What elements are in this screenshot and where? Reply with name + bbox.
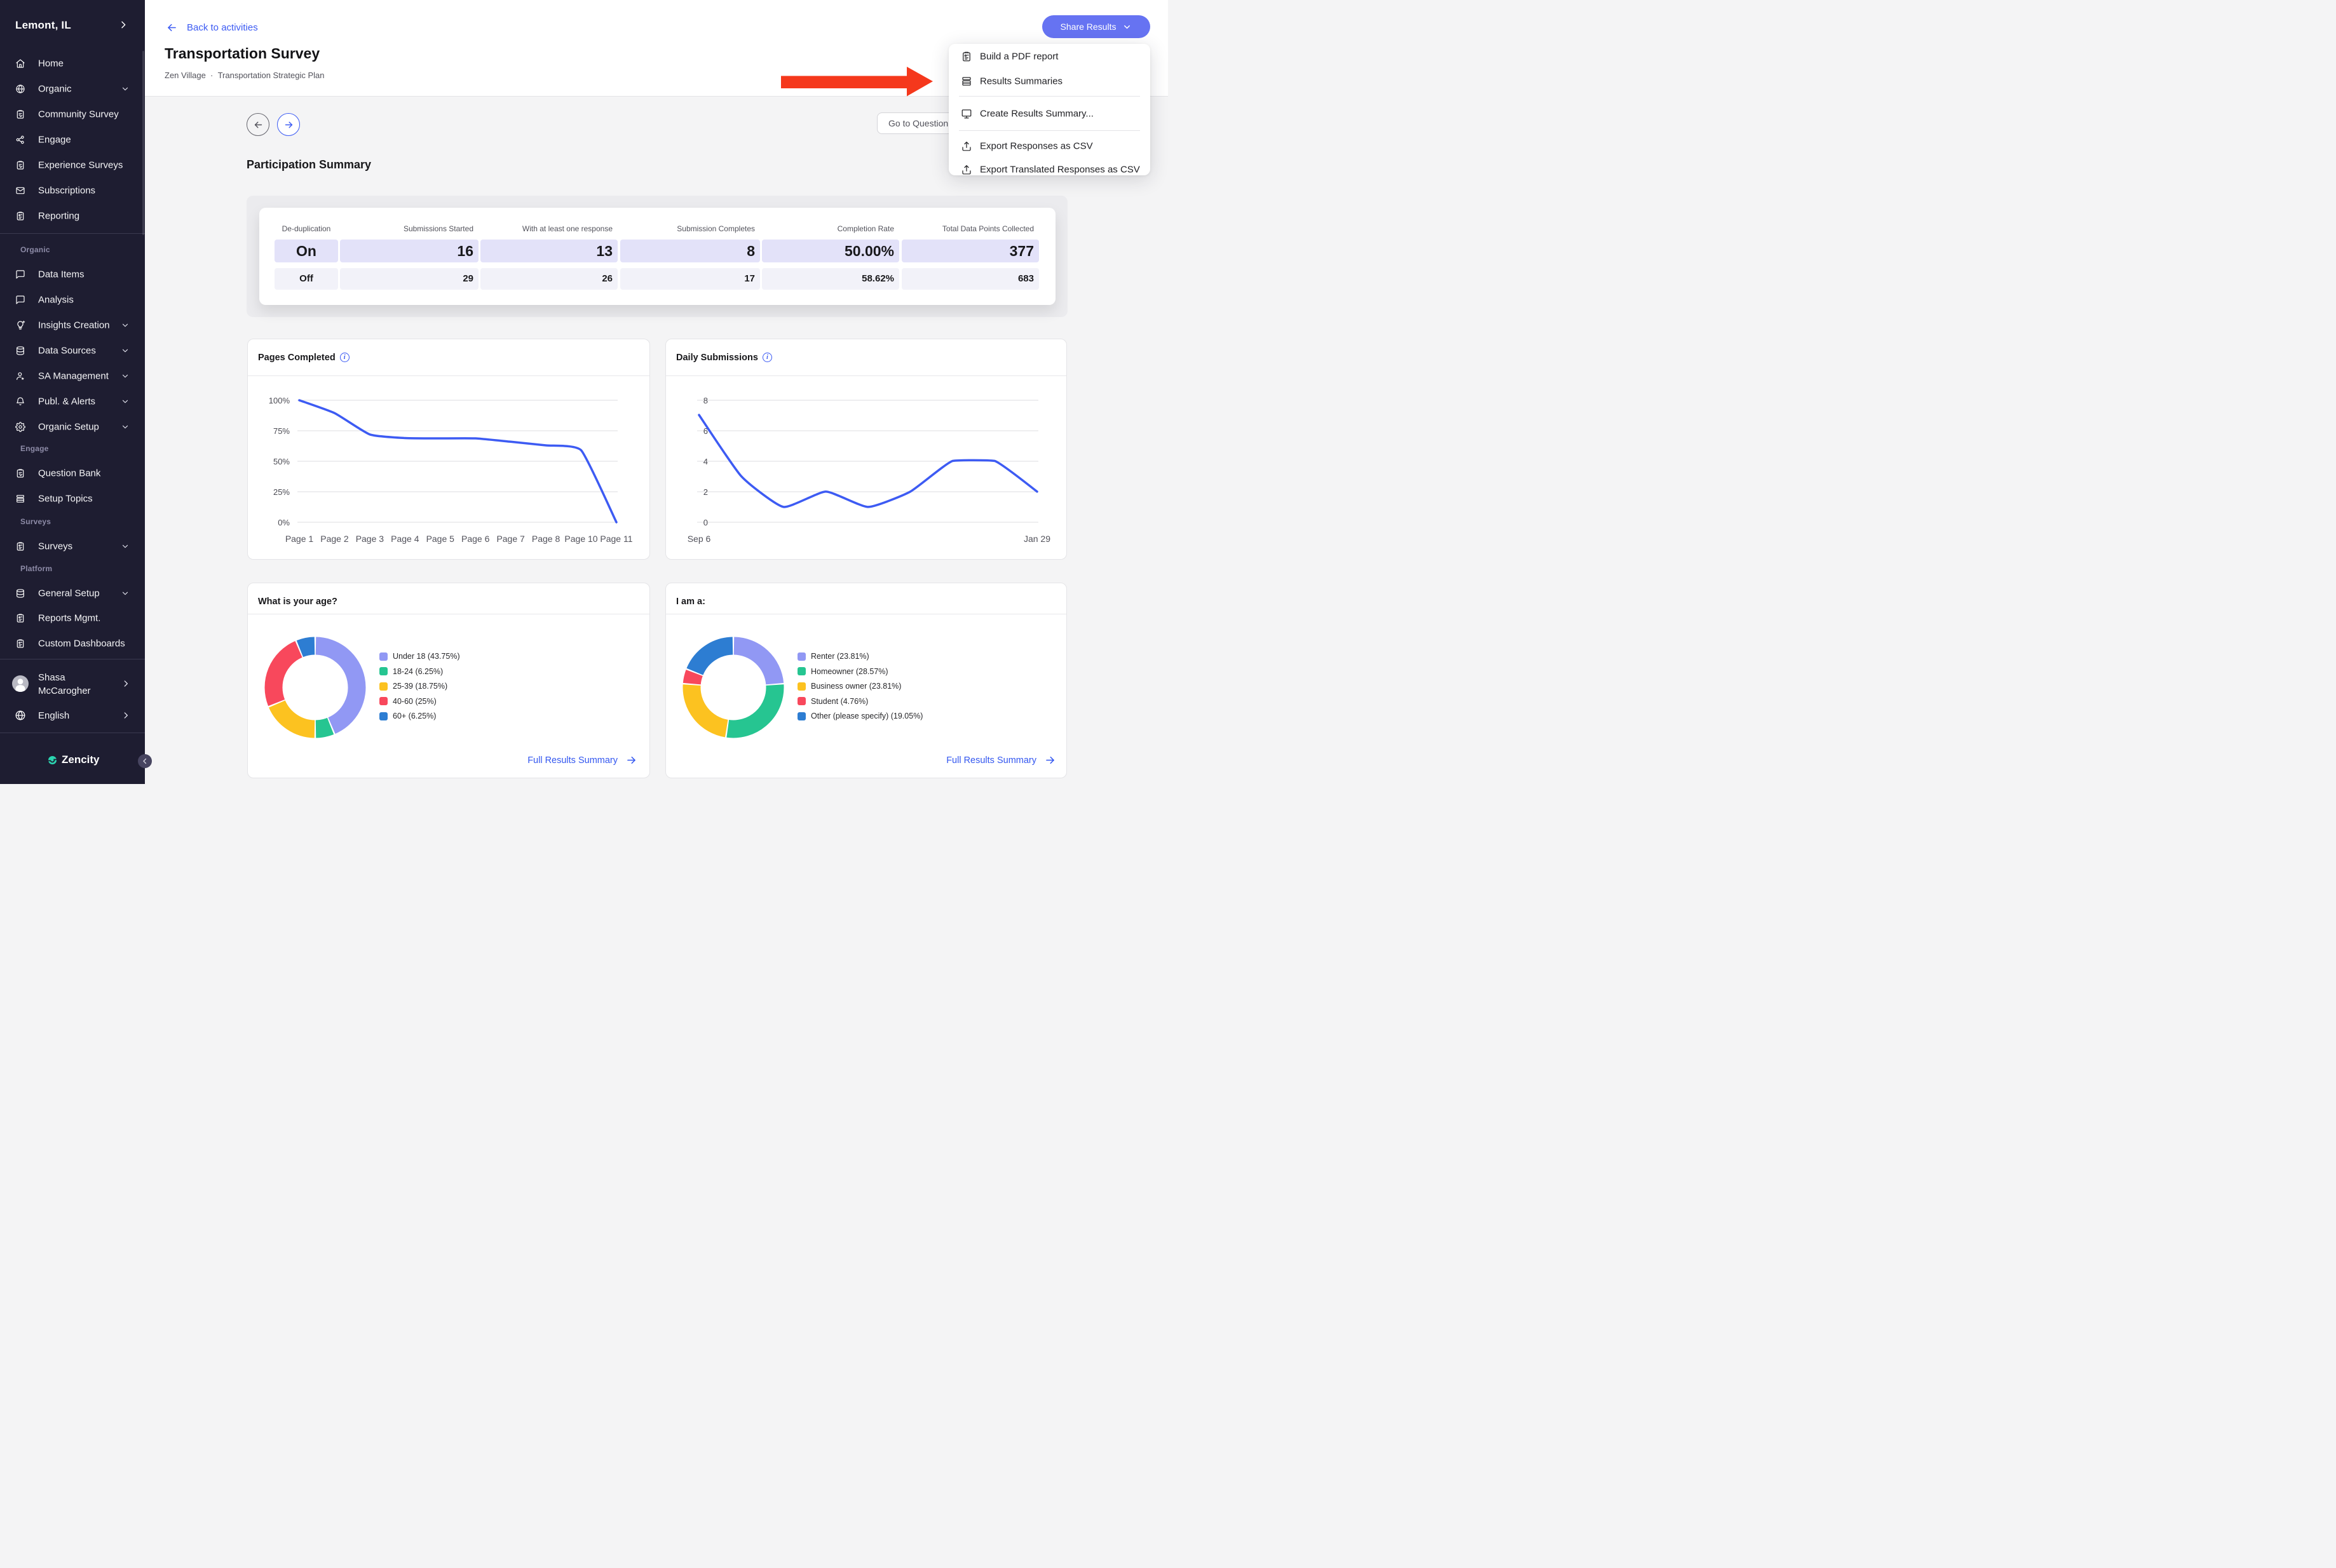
svg-text:25%: 25% [273, 487, 290, 497]
svg-text:0: 0 [703, 518, 708, 527]
svg-text:6: 6 [703, 426, 708, 436]
svg-text:8: 8 [703, 396, 708, 405]
svg-text:50%: 50% [273, 457, 290, 466]
svg-text:0%: 0% [278, 518, 290, 527]
svg-text:75%: 75% [273, 426, 290, 436]
svg-text:100%: 100% [269, 396, 290, 405]
svg-text:4: 4 [703, 457, 708, 466]
svg-text:2: 2 [703, 487, 708, 497]
